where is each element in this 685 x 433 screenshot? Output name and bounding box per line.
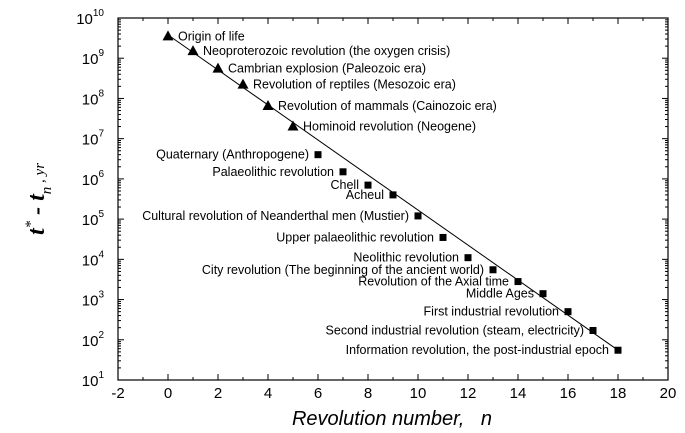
- square-marker: [414, 212, 422, 220]
- point-label: Middle Ages: [466, 287, 534, 301]
- square-marker: [339, 168, 347, 176]
- x-tick-label: 4: [264, 385, 272, 402]
- triangle-marker: [162, 30, 174, 41]
- point-label: Information revolution, the post-industr…: [346, 343, 609, 357]
- square-marker: [489, 266, 497, 274]
- triangle-marker: [187, 45, 199, 56]
- square-marker: [439, 233, 447, 241]
- point-label: Upper palaeolithic revolution: [276, 230, 434, 244]
- x-tick-label: 16: [560, 385, 577, 402]
- point-label: Cultural revolution of Neanderthal men (…: [142, 209, 409, 223]
- point-label: Hominoid revolution (Neogene): [303, 120, 476, 134]
- point-label: Chell: [331, 178, 360, 192]
- triangle-marker: [262, 99, 274, 110]
- point-label: Origin of life: [178, 29, 245, 43]
- square-marker: [589, 327, 597, 335]
- point-label: Palaeolithic revolution: [212, 165, 334, 179]
- x-tick-label: 20: [660, 385, 677, 402]
- point-label: City revolution (The beginning of the an…: [202, 263, 484, 277]
- y-label-sup: *: [23, 220, 39, 228]
- y-tick-label: 101: [82, 370, 105, 390]
- y-tick-label: 109: [82, 48, 105, 68]
- y-label-mid: - t: [24, 193, 50, 221]
- y-axis-label: t* - tn , yr: [23, 163, 55, 235]
- point-label: Neolithic revolution: [353, 251, 459, 265]
- y-tick-label: 105: [82, 209, 105, 229]
- point-label: First industrial revolution: [424, 305, 560, 319]
- y-tick-label: 103: [82, 290, 105, 310]
- square-marker: [464, 254, 472, 262]
- x-tick-label: 14: [510, 385, 527, 402]
- y-label-unit: , yr: [32, 163, 48, 187]
- x-tick-label: 8: [364, 385, 372, 402]
- square-marker: [614, 346, 622, 354]
- y-tick-label: 108: [82, 88, 105, 108]
- x-axis: -2 0 2 4 6 8 10 12 14 16 18 20: [111, 18, 676, 402]
- y-label-sub: n: [39, 187, 55, 195]
- triangle-marker: [212, 62, 224, 73]
- x-tick-label: 0: [164, 385, 172, 402]
- x-tick-label: 2: [214, 385, 222, 402]
- point-label: Revolution of reptiles (Mesozoic era): [253, 78, 456, 92]
- x-tick-label: 18: [610, 385, 627, 402]
- point-label: Quaternary (Anthropogene): [156, 148, 309, 162]
- point-label: Neoproterozoic revolution (the oxygen cr…: [203, 44, 450, 58]
- triangle-marker: [237, 78, 249, 89]
- point-label: Revolution of mammals (Cainozoic era): [278, 99, 497, 113]
- y-tick-label: 106: [82, 169, 105, 189]
- point-label: Acheul: [346, 188, 384, 202]
- x-tick-label: 12: [460, 385, 477, 402]
- y-tick-label: 102: [82, 330, 105, 350]
- y-label-main: t: [24, 227, 50, 235]
- x-tick-label: -2: [111, 385, 124, 402]
- x-axis-label: Revolution number, n: [292, 408, 492, 430]
- square-marker: [514, 278, 522, 286]
- point-label: Cambrian explosion (Paleozoic era): [228, 62, 426, 76]
- triangle-marker: [287, 120, 299, 131]
- x-tick-label: 6: [314, 385, 322, 402]
- y-tick-label: 1010: [76, 8, 104, 28]
- square-marker: [364, 181, 372, 189]
- y-tick-label: 107: [82, 129, 105, 149]
- square-marker: [389, 191, 397, 199]
- square-marker: [564, 308, 572, 316]
- data-markers: [162, 30, 622, 354]
- y-tick-label: 104: [82, 249, 105, 269]
- point-label: Second industrial revolution (steam, ele…: [326, 324, 584, 338]
- square-marker: [539, 290, 547, 298]
- square-marker: [314, 151, 322, 159]
- point-label: Revolution of the Axial time: [358, 275, 509, 289]
- x-tick-label: 10: [410, 385, 427, 402]
- y-axis: 101 102 103 104 105 106 107 108 109 1010: [76, 8, 668, 390]
